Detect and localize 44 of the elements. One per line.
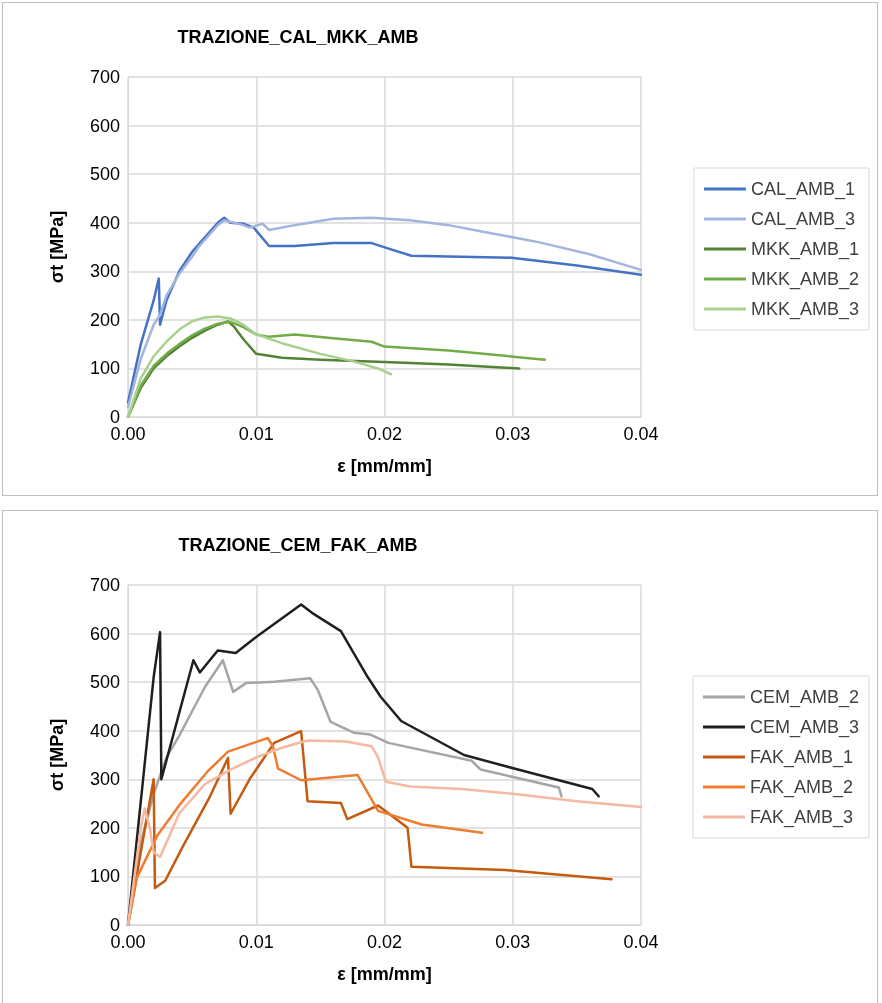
legend-label: MKK_AMB_1	[750, 239, 859, 260]
x-tick-label: 0.04	[623, 424, 659, 444]
legend-label: CEM_AMB_3	[749, 717, 860, 738]
legend-label: CAL_AMB_1	[750, 179, 856, 200]
y-tick-label: 500	[89, 672, 120, 693]
y-tick-label: 500	[89, 164, 120, 185]
y-tick-label: 0	[109, 407, 120, 427]
y-tick-label: 100	[89, 358, 120, 379]
legend-label: CEM_AMB_2	[749, 687, 860, 708]
legend-label: FAK_AMB_3	[749, 807, 854, 828]
x-axis-title: ε [mm/mm]	[337, 456, 432, 476]
x-tick-label: 0.04	[623, 932, 659, 952]
chart-title: TRAZIONE_CAL_MKK_AMB	[177, 27, 419, 47]
y-tick-label: 600	[89, 115, 120, 136]
chart-title: TRAZIONE_CEM_FAK_AMB	[178, 535, 418, 555]
x-tick-label: 0.03	[495, 932, 531, 952]
y-tick-label: 200	[89, 817, 120, 838]
x-tick-label: 0.01	[238, 932, 274, 952]
x-tick-label: 0.01	[238, 424, 274, 444]
x-tick-label: 0.02	[366, 932, 403, 952]
y-tick-label: 300	[89, 769, 120, 790]
legend-label: CAL_AMB_3	[750, 209, 856, 230]
y-tick-label: 400	[89, 720, 120, 741]
x-tick-label: 0.00	[110, 932, 146, 952]
x-tick-label: 0.02	[366, 424, 403, 444]
legend-label: FAK_AMB_2	[749, 777, 854, 798]
y-axis-title: σt [MPa]	[47, 210, 67, 284]
x-tick-label: 0.00	[110, 424, 146, 444]
y-tick-label: 400	[89, 212, 120, 233]
x-tick-label: 0.03	[495, 424, 531, 444]
x-axis-title: ε [mm/mm]	[337, 964, 432, 984]
y-tick-label: 700	[89, 67, 120, 87]
y-tick-label: 300	[89, 261, 120, 282]
line-series	[126, 315, 393, 419]
legend-label: MKK_AMB_2	[750, 269, 859, 290]
y-tick-label: 700	[89, 575, 120, 595]
legend-label: FAK_AMB_1	[749, 747, 854, 768]
legend-label: MKK_AMB_3	[750, 299, 859, 320]
y-tick-label: 600	[89, 623, 120, 644]
y-tick-label: 100	[89, 866, 120, 887]
y-tick-label: 200	[89, 309, 120, 330]
y-axis-title: σt [MPa]	[47, 718, 67, 792]
y-tick-label: 0	[109, 915, 120, 935]
line-series	[126, 736, 484, 927]
